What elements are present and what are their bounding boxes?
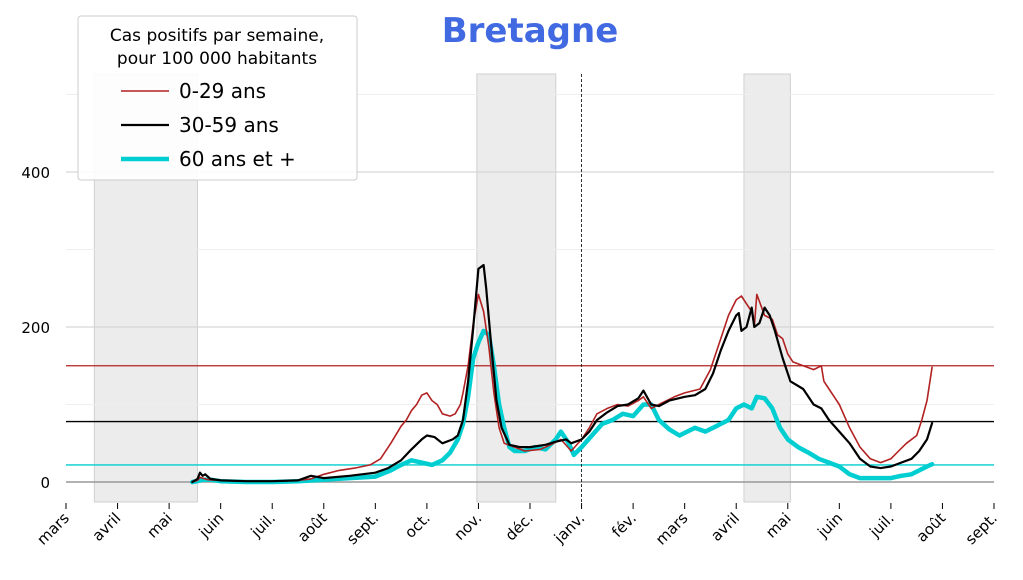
- x-tick-label: déc.: [502, 509, 537, 544]
- lockdown-period-2: [476, 73, 557, 503]
- y-tick-label: 200: [21, 319, 50, 337]
- x-tick-label: mars: [652, 509, 692, 549]
- x-tick-label: sept.: [962, 509, 1001, 548]
- x-tick-label: juin: [195, 509, 228, 542]
- lockdown-period-3: [743, 73, 791, 503]
- legend-title-line: Cas positifs par semaine,: [110, 26, 324, 46]
- legend-box: [77, 15, 358, 181]
- x-tick-label: juil.: [865, 509, 897, 541]
- series-lines: [190, 263, 935, 485]
- x-tick-label: mai: [762, 509, 795, 542]
- x-tick-label: fév.: [608, 509, 640, 541]
- y-tick-label: 0: [40, 474, 50, 492]
- x-tick-label: juil.: [247, 509, 279, 541]
- series-line-3: [190, 328, 935, 485]
- series-line-2: [191, 263, 934, 484]
- legend-label-2: 30-59 ans: [179, 113, 279, 137]
- x-tick-label: avril: [707, 509, 743, 545]
- x-tick-label: mars: [33, 509, 73, 549]
- x-tick-label: mai: [143, 509, 176, 542]
- legend-label-1: 0-29 ans: [179, 79, 266, 103]
- legend-label-3: 60 ans et +: [179, 147, 296, 171]
- x-tick-label: oct.: [401, 509, 434, 542]
- y-tick-label: 400: [21, 164, 50, 182]
- x-tick-label: juin: [813, 509, 846, 542]
- x-tick-label: nov.: [451, 509, 486, 544]
- x-tick-label: janv.: [550, 509, 588, 547]
- x-tick-label: avril: [89, 509, 125, 545]
- legend-title-line: pour 100 000 habitants: [117, 49, 317, 69]
- y-axis: 0 200 400: [21, 164, 50, 492]
- x-tick-label: août: [294, 509, 331, 546]
- series-line-1: [191, 293, 933, 483]
- chart-title: Bretagne: [442, 11, 619, 51]
- x-tick-label: août: [913, 509, 950, 546]
- legend: Cas positifs par semaine, pour 100 000 ha…: [77, 15, 358, 181]
- x-tick-label: sept.: [343, 509, 382, 548]
